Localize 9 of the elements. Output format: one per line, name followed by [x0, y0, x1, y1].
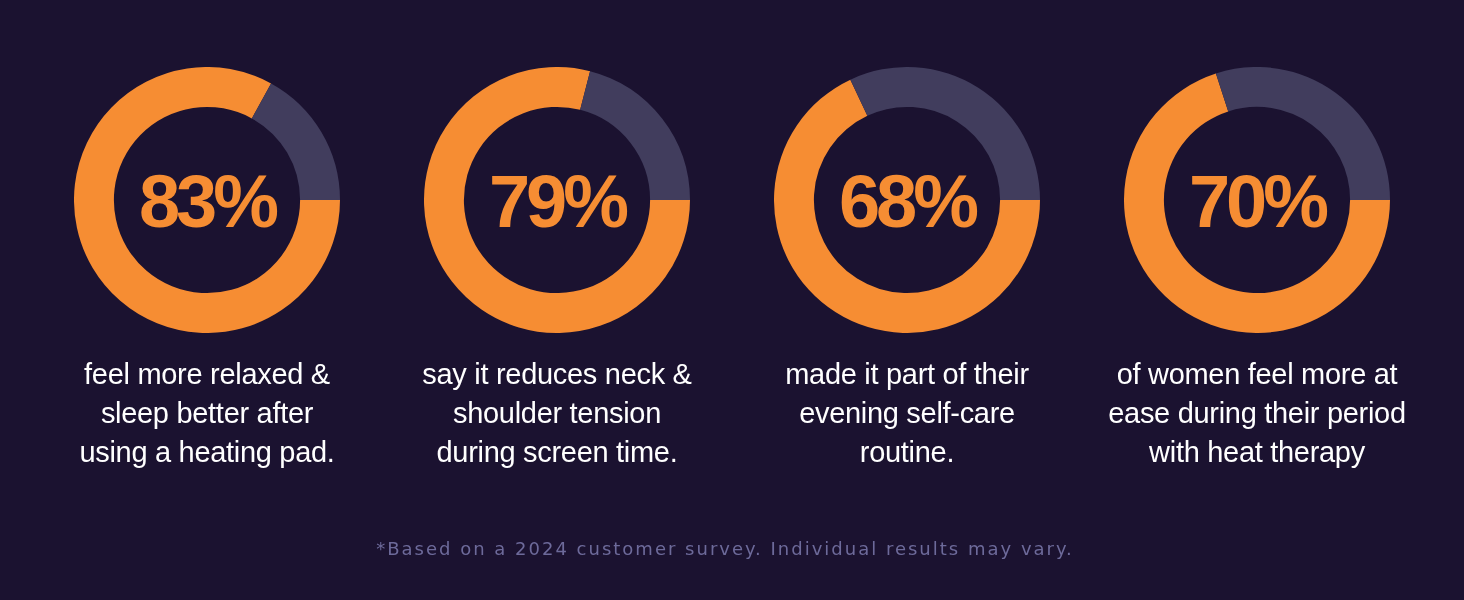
text: feel more relaxed & sleep better after using a heating pad. — [78, 357, 336, 470]
text: of women feel more at ease during their period with heat therapy — [1107, 357, 1407, 470]
data-label: 79% — [488, 160, 628, 243]
data-label: 68% — [838, 160, 978, 243]
text: *Based on a 2024 customer survey. Individual results may vary. — [375, 537, 1075, 561]
data-label: 83% — [138, 160, 278, 243]
text: say it reduces neck & shoulder tension during screen time. — [421, 357, 693, 470]
text: made it part of their evening self-care routine. — [784, 357, 1030, 470]
data-label: 70% — [1188, 160, 1328, 243]
